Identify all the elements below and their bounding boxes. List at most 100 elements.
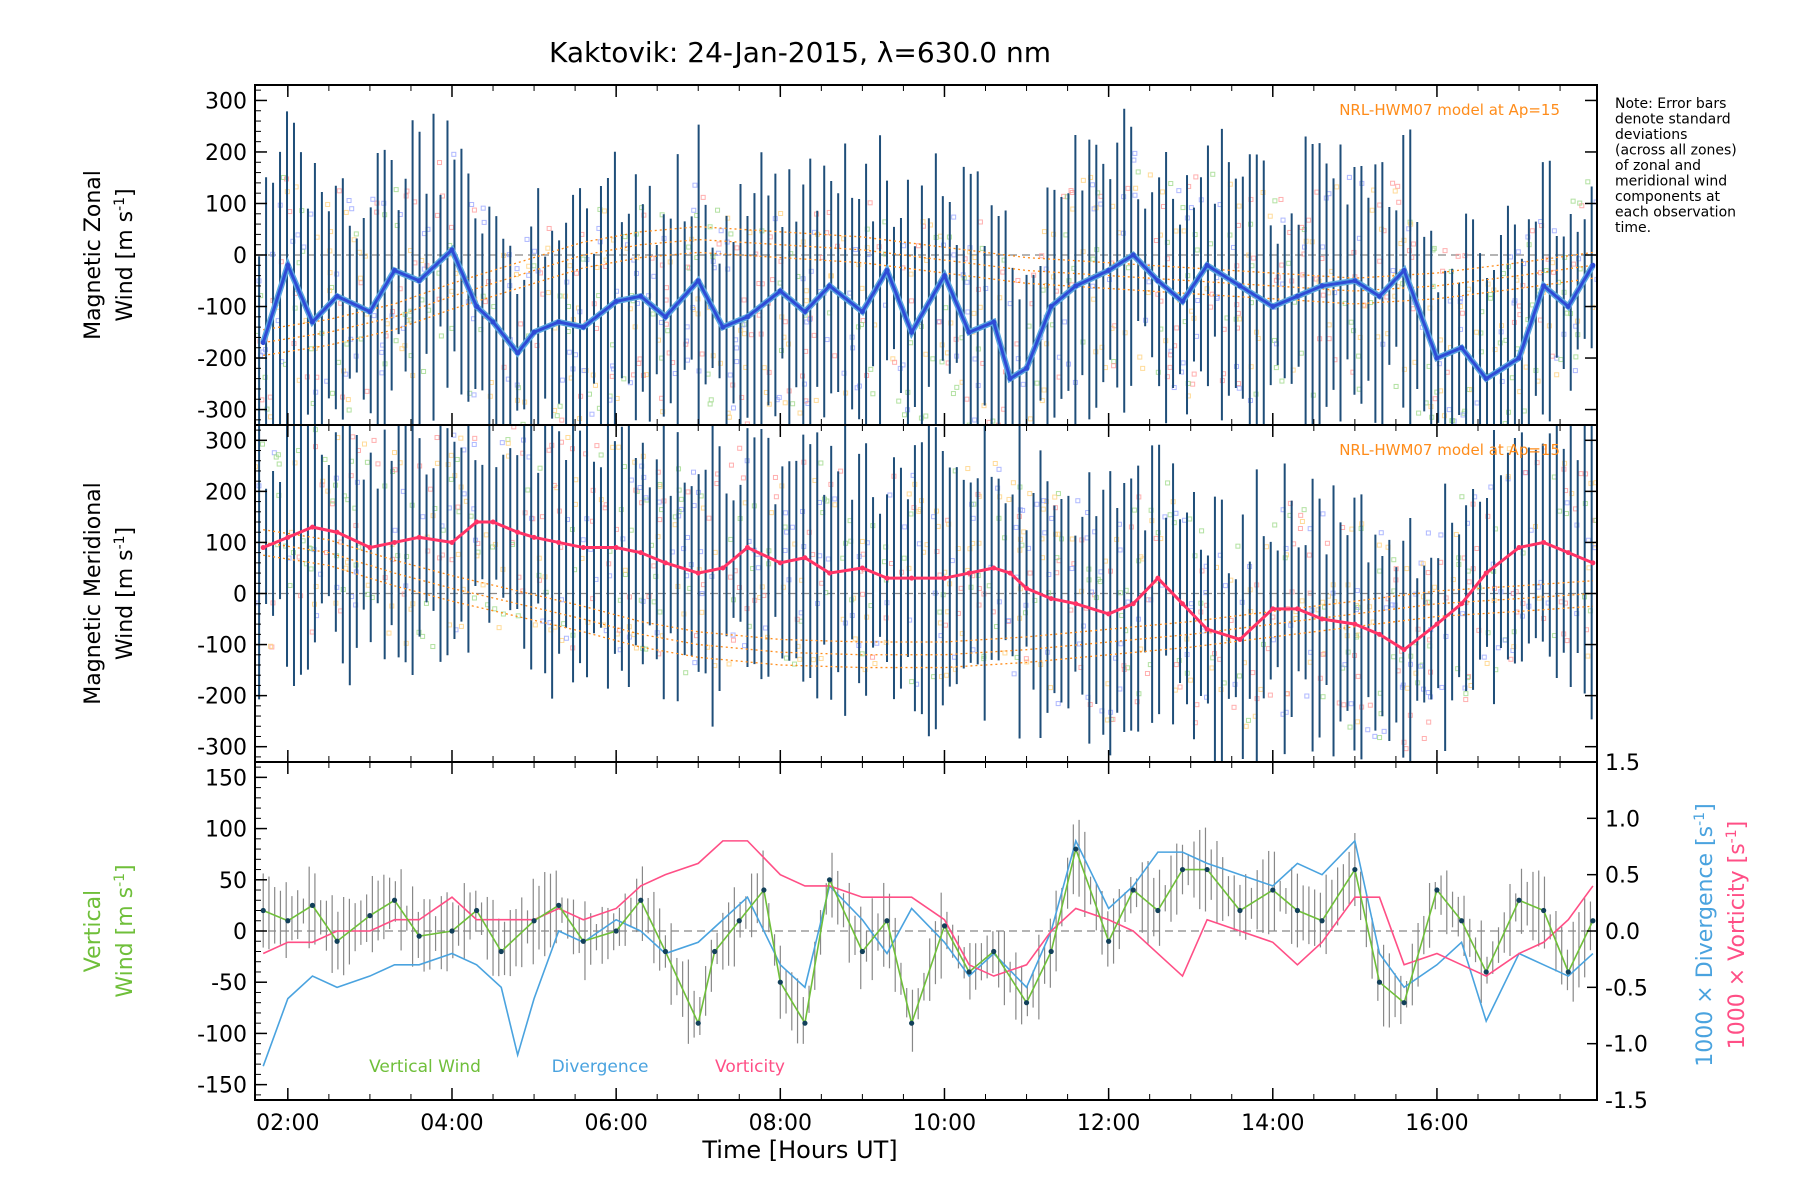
note-line: meridional wind: [1615, 174, 1727, 190]
zone-point: [1193, 174, 1199, 180]
wind-point: [285, 262, 291, 268]
zone-point: [657, 609, 663, 615]
wind-point: [1130, 601, 1136, 607]
zone-point: [1500, 271, 1506, 277]
wind-point: [720, 324, 726, 330]
zone-point: [1393, 383, 1399, 389]
zone-point: [908, 340, 914, 346]
vertical-wind-point: [1565, 969, 1571, 975]
zone-point: [1199, 528, 1205, 534]
zone-point: [937, 620, 943, 626]
wind-point: [490, 519, 496, 525]
zone-point: [622, 567, 628, 573]
zone-point: [1194, 247, 1200, 253]
zone-point: [1024, 659, 1030, 665]
note-line: denote standard: [1615, 112, 1731, 128]
zone-point: [1523, 470, 1529, 476]
zone-point: [784, 529, 790, 535]
wind-point: [802, 309, 808, 315]
zone-point: [1585, 179, 1591, 185]
wind-point: [662, 314, 668, 320]
zone-point: [295, 232, 301, 238]
zone-point: [901, 412, 907, 418]
wind-point: [1155, 278, 1161, 284]
zone-point: [1554, 372, 1560, 378]
zone-point: [420, 633, 426, 639]
y-tick-label: 100: [205, 192, 247, 217]
zone-point: [1041, 229, 1047, 235]
zone-point: [1564, 638, 1570, 644]
zone-point: [557, 403, 563, 409]
zone-point: [1272, 522, 1278, 528]
zone-point: [621, 376, 627, 382]
zone-point: [1326, 322, 1332, 328]
zone-point: [1243, 723, 1249, 729]
zone-point: [545, 290, 551, 296]
vertical-wind-point: [802, 1020, 808, 1026]
zone-point: [1187, 516, 1193, 522]
zone-point: [761, 365, 767, 371]
zone-point: [728, 574, 734, 580]
vertical-wind-point: [309, 902, 316, 908]
zone-point: [783, 510, 789, 516]
zone-point: [1570, 198, 1576, 204]
zone-point: [1439, 684, 1445, 690]
zone-point: [1159, 189, 1165, 195]
y-tick-label: 200: [205, 141, 247, 166]
zone-point: [782, 547, 788, 553]
zone-point: [1024, 458, 1028, 462]
zone-point: [287, 582, 293, 588]
vertical-wind-point: [941, 923, 948, 929]
zone-point: [1369, 207, 1375, 213]
wind-point: [1179, 601, 1185, 607]
zone-point: [1410, 306, 1416, 312]
wind-point: [392, 539, 398, 545]
zone-point: [1090, 256, 1096, 262]
zone-point: [1236, 673, 1242, 679]
zone-point: [1174, 325, 1180, 331]
vertical-wind-point: [1048, 948, 1054, 955]
zone-point: [734, 245, 740, 251]
zone-point: [345, 397, 351, 403]
wind-point: [941, 273, 947, 279]
zone-point: [1049, 515, 1055, 521]
zone-point: [308, 566, 314, 572]
zone-point: [1069, 536, 1075, 542]
zone-point: [853, 247, 859, 253]
zone-point: [532, 622, 538, 628]
zone-point: [706, 515, 712, 521]
zone-point: [524, 236, 530, 242]
zone-point: [546, 225, 552, 231]
zone-point: [965, 466, 971, 472]
zone-point: [471, 392, 477, 398]
zone-point: [471, 441, 477, 447]
zone-point: [1231, 704, 1237, 710]
zone-point: [361, 441, 367, 447]
zone-point: [1153, 535, 1159, 541]
zone-point: [1195, 298, 1201, 304]
vertical-wind-point: [777, 979, 783, 985]
wind-point: [827, 283, 833, 289]
zone-point: [852, 636, 858, 642]
wind-point: [1106, 267, 1112, 273]
zone-point: [308, 211, 314, 217]
zone-point: [513, 272, 519, 278]
zone-point: [573, 352, 579, 358]
zone-point: [818, 655, 824, 661]
wind-point: [966, 570, 972, 576]
zone-point: [434, 435, 440, 441]
zone-point: [1111, 358, 1117, 364]
zone-point: [1488, 431, 1492, 435]
zone-point: [817, 553, 823, 559]
zone-point: [685, 489, 691, 495]
zone-point: [916, 243, 922, 249]
zone-point: [1299, 598, 1305, 604]
zone-point: [1235, 310, 1241, 316]
vertical-wind-point: [367, 913, 373, 919]
zone-point: [727, 372, 733, 378]
vertical-wind-point: [260, 907, 266, 914]
vertical-wind-point: [474, 907, 480, 914]
zone-point: [491, 304, 497, 310]
right-tick-label: -0.5: [1605, 976, 1648, 1001]
